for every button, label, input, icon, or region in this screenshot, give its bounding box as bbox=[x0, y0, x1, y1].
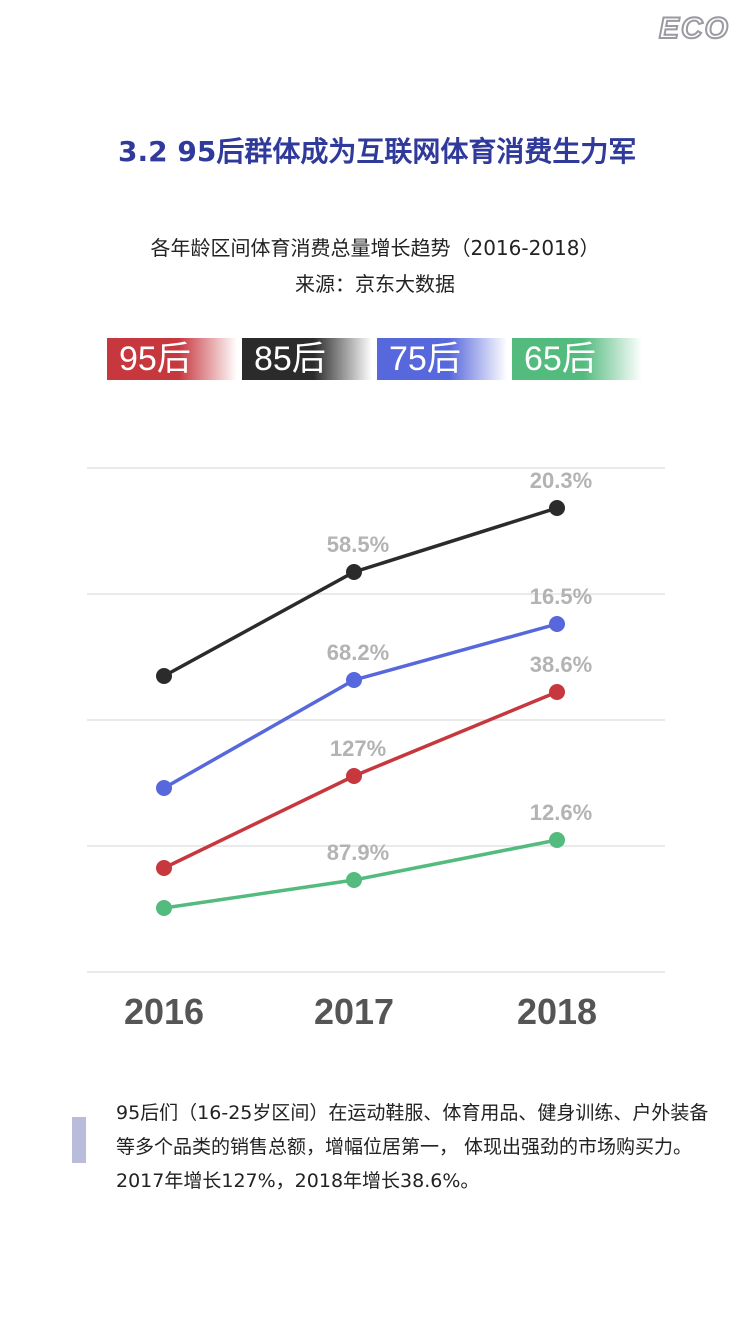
section-title: 3.2 95后群体成为互联网体育消费生力军 bbox=[118, 135, 637, 168]
data-point bbox=[346, 768, 362, 784]
legend-item-85: 85后 bbox=[242, 338, 372, 380]
data-point bbox=[156, 668, 172, 684]
description-accent-bar bbox=[72, 1117, 86, 1163]
description-text: 95后们（16-25岁区间）在运动鞋服、体育用品、健身训练、户外装备等多个品类的… bbox=[116, 1102, 709, 1192]
data-point bbox=[346, 672, 362, 688]
chart-title: 各年龄区间体育消费总量增长趋势（2016-2018） bbox=[150, 236, 600, 260]
x-tick-label: 2017 bbox=[314, 991, 394, 1032]
data-label: 20.3% bbox=[530, 468, 592, 493]
chart-legend: 95后 85后 75后 65后 bbox=[0, 338, 750, 380]
x-tick-label: 2018 bbox=[517, 991, 597, 1032]
data-point bbox=[156, 860, 172, 876]
data-point bbox=[346, 872, 362, 888]
data-point bbox=[156, 900, 172, 916]
eco-logo: ECO bbox=[658, 11, 730, 46]
data-label: 68.2% bbox=[327, 640, 389, 665]
legend-label-95: 95后 bbox=[119, 340, 191, 378]
legend-label-75: 75后 bbox=[389, 340, 461, 378]
legend-item-75: 75后 bbox=[377, 338, 507, 380]
line-chart: 2016 2017 2018 127% 38.6% 58.5% 20.3% 68.2% 16.5… bbox=[87, 467, 665, 1032]
data-point bbox=[549, 500, 565, 516]
data-point bbox=[549, 616, 565, 632]
data-point bbox=[549, 684, 565, 700]
legend-label-85: 85后 bbox=[254, 340, 326, 378]
data-label: 127% bbox=[330, 736, 386, 761]
legend-item-65: 65后 bbox=[512, 338, 642, 380]
data-label: 12.6% bbox=[530, 800, 592, 825]
legend-item-95: 95后 bbox=[107, 338, 237, 380]
data-point bbox=[346, 564, 362, 580]
legend-label-65: 65后 bbox=[524, 340, 596, 378]
data-label: 87.9% bbox=[327, 840, 389, 865]
x-tick-label: 2016 bbox=[124, 991, 204, 1032]
data-label: 38.6% bbox=[530, 652, 592, 677]
chart-source: 来源：京东大数据 bbox=[295, 272, 455, 296]
data-label: 58.5% bbox=[327, 532, 389, 557]
data-label: 16.5% bbox=[530, 584, 592, 609]
data-point bbox=[156, 780, 172, 796]
data-point bbox=[549, 832, 565, 848]
